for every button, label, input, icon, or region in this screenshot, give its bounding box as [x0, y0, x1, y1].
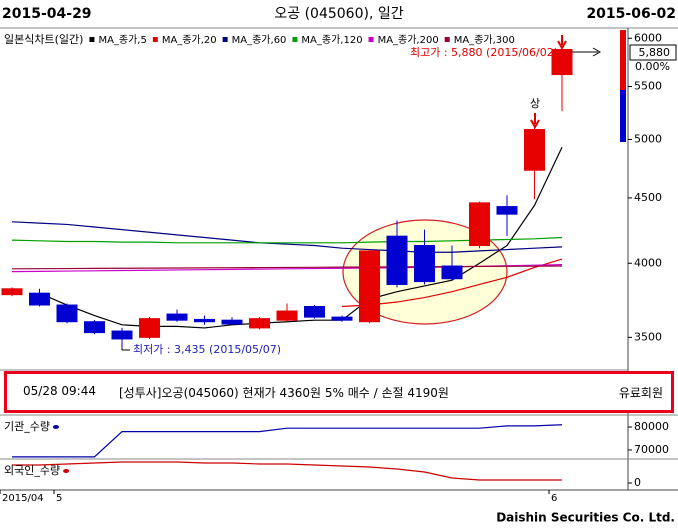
end-date: 2015-06-02 — [586, 6, 676, 22]
pointer — [592, 47, 602, 57]
legend-swatch — [63, 469, 70, 473]
legend-swatch — [152, 37, 158, 42]
x-tick-label: 5 — [56, 493, 62, 504]
y-tick-label: 6000 — [634, 31, 662, 44]
legend-entry: MA_종가,200 — [378, 34, 439, 46]
candle-body — [1, 288, 23, 296]
candle-body — [469, 202, 490, 247]
candle-body — [166, 313, 188, 321]
low-annotation: 최저가 : 3,435 (2015/05/07) — [133, 343, 281, 356]
legend-swatch — [368, 37, 374, 42]
start-date: 2015-04-29 — [2, 6, 92, 22]
candle-body — [111, 330, 133, 340]
legend-entry: MA_종가,60 — [232, 34, 287, 46]
legend-swatch — [89, 37, 95, 42]
legend-entry: 기관_수량 — [4, 420, 50, 433]
data-line — [12, 424, 563, 458]
legend-entry: MA_종가,300 — [454, 34, 515, 46]
candle-body — [139, 318, 160, 338]
x-tick-label: 2015/04 — [2, 493, 44, 504]
y-tick-label: 4500 — [634, 191, 662, 204]
legend-swatch — [52, 425, 59, 429]
data-line — [12, 461, 562, 481]
legend-swatch — [292, 37, 298, 42]
candle-body — [496, 206, 518, 215]
ma-line — [11, 265, 563, 270]
signal-label: 상 — [530, 97, 540, 110]
price-bar — [620, 90, 626, 142]
last-price: 5,880 — [639, 46, 671, 59]
x-tick-label: 6 — [551, 493, 557, 504]
legend-title: 일본식차트(일간) — [4, 32, 83, 46]
legend-swatch — [222, 37, 228, 42]
candle-body — [56, 304, 78, 323]
candle-body — [331, 316, 353, 321]
footer: Daishin Securities Co. Ltd. — [496, 511, 675, 525]
change: 0.00% — [635, 60, 670, 73]
candle-body — [551, 48, 573, 76]
legend-swatch — [444, 37, 450, 42]
candle-body — [249, 318, 270, 329]
candle-body — [386, 235, 408, 285]
y-tick-label: 3500 — [634, 330, 662, 343]
candle-body — [29, 292, 50, 306]
y-tick-label: 4000 — [634, 256, 662, 269]
candle-body — [359, 250, 380, 323]
candle-body — [304, 306, 325, 318]
high-annotation: 최고가 : 5,880 (2015/06/02) — [410, 46, 558, 59]
banner-tag: 유료회원 — [618, 386, 663, 400]
candle-body — [84, 321, 105, 334]
legend-entry: MA_종가,20 — [162, 34, 217, 46]
chart-title: 오공 (045060), 일간 — [274, 6, 403, 22]
y-tick-label: 0 — [634, 476, 641, 489]
legend-entry: MA_종가,120 — [301, 34, 362, 46]
signal-arrow — [557, 40, 567, 51]
banner-time: 05/28 09:44 — [23, 384, 96, 398]
y-tick-label: 5000 — [634, 132, 662, 145]
legend-entry: MA_종가,5 — [98, 34, 146, 46]
candle-body — [221, 319, 243, 325]
banner-message: [성투사]오공(045060) 현재가 4360원 5% 매수 / 손절 419… — [119, 386, 449, 400]
legend-entry: 외국인_수량 — [4, 464, 60, 477]
candle-body — [414, 245, 435, 283]
banner[interactable]: 05/28 09:44 [성투사]오공(045060) 현재가 4360원 5%… — [4, 371, 674, 413]
price-bar — [620, 30, 626, 90]
candle-body — [194, 318, 215, 323]
candle-body — [524, 129, 545, 171]
candle-body — [276, 310, 298, 321]
y-tick-label: 70000 — [634, 443, 669, 456]
y-tick-label: 80000 — [634, 420, 669, 433]
y-tick-label: 5500 — [634, 80, 662, 93]
price-box — [629, 44, 677, 61]
candle-body — [441, 265, 463, 280]
ma-line — [11, 221, 563, 253]
